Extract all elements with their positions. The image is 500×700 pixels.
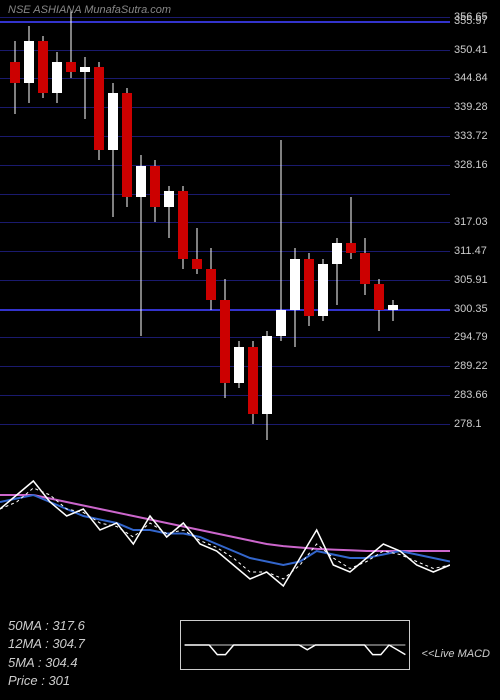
candle-body [136,166,146,197]
candle-body [10,62,20,83]
grid-line [0,21,450,23]
grid-line [0,78,450,79]
candle-body [304,259,314,316]
chart-container: NSE ASHIANA MunafaSutra.com 50MA : 317.6… [0,0,500,700]
grid-line [0,50,450,51]
chart-title: NSE ASHIANA MunafaSutra.com [8,4,171,16]
price-label: Price : 301 [8,672,85,690]
y-axis-label: 300.35 [454,303,500,315]
grid-line [0,17,450,18]
y-axis-label: 278.1 [454,418,500,430]
candle-body [262,336,272,414]
candle-body [206,269,216,300]
candle-body [178,191,188,258]
y-axis-label: 289.22 [454,360,500,372]
ma12-label: 12MA : 304.7 [8,635,85,653]
y-axis-label: 311.47 [454,245,500,257]
macd-svg [0,460,450,600]
macd-line-macd_fast [0,481,450,586]
candle-body [290,259,300,311]
y-axis-label: 317.03 [454,216,500,228]
candle-body [164,191,174,207]
y-axis-label: 333.72 [454,130,500,142]
y-axis-label: 339.28 [454,101,500,113]
candle-body [374,284,384,310]
grid-line [0,251,450,252]
candle-body [360,253,370,284]
candle-body [52,62,62,93]
candle-wick [85,57,86,119]
y-axis-label: 328.16 [454,159,500,171]
candle-body [220,300,230,383]
candle-body [150,166,160,207]
info-panel: 50MA : 317.6 12MA : 304.7 5MA : 304.4 Pr… [8,617,85,690]
macd-panel [0,460,450,600]
candle-body [332,243,342,264]
grid-line [0,222,450,223]
candle-body [276,310,286,336]
candle-body [38,41,48,93]
ma50-label: 50MA : 317.6 [8,617,85,635]
candle-body [248,347,258,414]
grid-line [0,136,450,137]
candle-body [234,347,244,383]
macd-line-signal_mid [0,495,450,565]
candle-body [80,67,90,72]
y-axis-label: 356.65 [454,11,500,23]
price-panel [0,0,450,450]
candle-body [24,41,34,82]
grid-line [0,424,450,425]
candle-body [108,93,118,150]
grid-line [0,107,450,108]
candle-body [192,259,202,269]
candle-body [94,67,104,150]
y-axis-label: 350.41 [454,44,500,56]
candle-body [346,243,356,253]
grid-line [0,165,450,166]
live-macd-label: <<Live MACD [422,648,490,660]
grid-line [0,194,450,195]
candle-body [66,62,76,72]
candle-body [122,93,132,196]
live-macd-line [185,645,406,655]
live-macd-svg [181,621,409,669]
candle-body [388,305,398,310]
y-axis-label: 305.91 [454,274,500,286]
ma5-label: 5MA : 304.4 [8,654,85,672]
y-axis-label: 344.84 [454,72,500,84]
live-macd-box [180,620,410,670]
candle-wick [393,300,394,321]
candle-body [318,264,328,316]
macd-line-signal_slow [0,495,450,551]
y-axis-label: 294.79 [454,331,500,343]
y-axis-label: 283.66 [454,389,500,401]
